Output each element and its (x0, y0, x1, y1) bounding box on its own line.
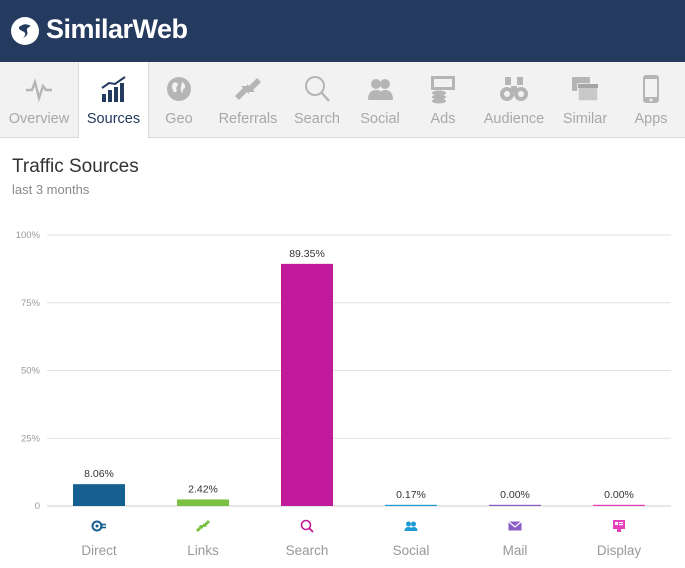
tab-label: Social (360, 111, 400, 127)
bar-value-label: 2.42% (188, 483, 218, 495)
tab-overview[interactable]: Overview (0, 62, 78, 137)
section-title: Traffic Sources (12, 156, 139, 177)
tab-ads[interactable]: Ads (412, 62, 474, 137)
tab-label: Sources (86, 111, 141, 127)
bar-value-label: 0.17% (396, 489, 426, 501)
category-label-social: Social (392, 543, 430, 558)
tab-social[interactable]: Social (348, 62, 412, 137)
y-tick-label: 0 (35, 501, 40, 512)
globe-icon (167, 77, 191, 101)
tab-label: Overview (8, 111, 70, 127)
tab-similar[interactable]: Similar (554, 62, 616, 137)
tab-search[interactable]: Search (286, 62, 348, 137)
tab-label: Audience (483, 111, 545, 127)
app-header: SimilarWeb (0, 0, 685, 62)
category-label-direct: Direct (81, 543, 117, 558)
search-icon (300, 519, 314, 533)
links-icon (196, 520, 210, 532)
bar-direct[interactable] (73, 484, 125, 506)
mail-icon (508, 521, 522, 531)
y-tick-label: 25% (21, 433, 41, 444)
tab-referrals[interactable]: Referrals (210, 62, 286, 137)
pulse-icon (26, 77, 52, 103)
direct-icon (91, 520, 106, 532)
y-tick-label: 75% (21, 298, 41, 309)
category-label-links: Links (187, 543, 219, 558)
tab-label: Referrals (218, 111, 278, 127)
arrows-icon (235, 78, 261, 100)
tab-audience[interactable]: Audience (474, 62, 554, 137)
ads-icon (431, 76, 455, 104)
search-icon (305, 76, 330, 102)
social-icon (404, 521, 418, 531)
tab-apps[interactable]: Apps (617, 62, 685, 137)
tab-label: Search (294, 111, 340, 127)
tab-sources[interactable]: Sources (78, 62, 149, 138)
bar-chart-icon (100, 76, 126, 102)
binoculars-icon (500, 77, 528, 101)
bar-links[interactable] (177, 499, 229, 506)
bar-mail[interactable] (489, 504, 541, 506)
phone-icon (643, 75, 659, 103)
display-icon (613, 520, 625, 532)
similarweb-logo-icon[interactable] (10, 16, 40, 46)
tab-label: Geo (165, 111, 193, 127)
section-subtitle: last 3 months (12, 182, 90, 197)
brand-name[interactable]: SimilarWeb (46, 14, 188, 44)
category-label-display: Display (596, 543, 642, 558)
category-label-mail: Mail (502, 543, 528, 558)
windows-icon (572, 77, 599, 102)
bar-display[interactable] (593, 504, 645, 506)
traffic-sources-chart: 0 25% 50% 75% 100% 8.06% 2.42% 89.35% 0.17% 0.00%… (16, 230, 671, 512)
bar-value-label: 8.06% (84, 468, 114, 480)
bar-value-label: 0.00% (500, 489, 530, 501)
tab-geo[interactable]: Geo (148, 62, 210, 137)
nav-tabs: Overview Sources Geo Referrals Search So… (0, 62, 685, 138)
tab-label: Apps (634, 111, 668, 127)
tab-label: Similar (562, 111, 608, 127)
tab-label: Ads (430, 111, 456, 127)
y-tick-label: 50% (21, 366, 41, 377)
bar-social[interactable] (385, 504, 437, 506)
bar-search[interactable] (281, 263, 333, 506)
people-icon (368, 79, 393, 100)
y-tick-label: 100% (16, 230, 41, 241)
bar-value-label: 89.35% (289, 248, 325, 260)
category-label-search: Search (285, 543, 329, 558)
bar-value-label: 0.00% (604, 489, 634, 501)
